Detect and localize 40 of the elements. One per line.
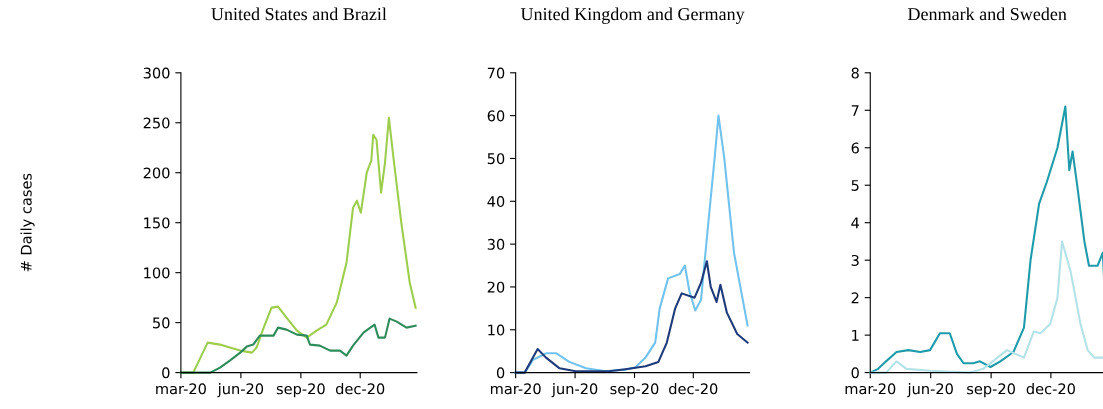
- x-tick-label: mar-20: [490, 383, 541, 395]
- y-tick-label: 20: [487, 281, 505, 293]
- y-tick-label: 250: [143, 117, 170, 129]
- y-tick-label: 0: [496, 367, 505, 379]
- x-tick-label: dec-20: [669, 383, 718, 395]
- y-tick-label: 4: [851, 217, 860, 229]
- y-axis-title: # Daily cases: [20, 173, 35, 272]
- x-tick-label: jun-20: [551, 383, 598, 398]
- x-tick-label: sep-20: [276, 383, 325, 398]
- x-tick-label: sep-20: [967, 383, 1015, 398]
- y-tick-label: 30: [487, 238, 505, 250]
- y-tick-label: 150: [144, 217, 170, 229]
- y-tick-label: 3: [851, 254, 859, 266]
- x-tick-label: dec-20: [335, 383, 385, 395]
- x-tick-label: jun-20: [907, 383, 953, 398]
- y-tick-label: 2: [851, 292, 859, 304]
- y-tick-label: 7: [851, 105, 859, 116]
- x-tick-label: sep-20: [610, 383, 659, 398]
- y-tick-label: 0: [851, 367, 859, 379]
- y-tick-label: 50: [487, 153, 505, 165]
- y-tick-label: 60: [487, 110, 505, 122]
- y-tick-label: 10: [488, 324, 505, 336]
- x-tick-label: dec-20: [1026, 383, 1075, 395]
- y-tick-label: 300: [143, 67, 170, 79]
- x-tick-label: mar-20: [845, 383, 896, 395]
- chart-title: United States and Brazil: [211, 7, 387, 21]
- y-tick-label: 8: [851, 67, 859, 79]
- y-tick-label: 5: [851, 180, 859, 191]
- y-tick-label: 100: [144, 267, 170, 279]
- y-tick-label: 6: [851, 142, 859, 154]
- y-tick-label: 200: [143, 167, 170, 179]
- x-tick-label: jun-20: [217, 383, 264, 398]
- y-tick-label: 50: [153, 317, 170, 329]
- y-tick-label: 70: [487, 67, 505, 79]
- y-tick-label: 40: [487, 196, 505, 208]
- x-tick-label: mar-20: [156, 383, 206, 395]
- y-tick-label: 1: [852, 330, 859, 341]
- chart-title: Denmark and Sweden: [907, 7, 1067, 21]
- chart-title: United Kingdom and Germany: [520, 7, 745, 24]
- y-tick-label: 0: [162, 367, 170, 379]
